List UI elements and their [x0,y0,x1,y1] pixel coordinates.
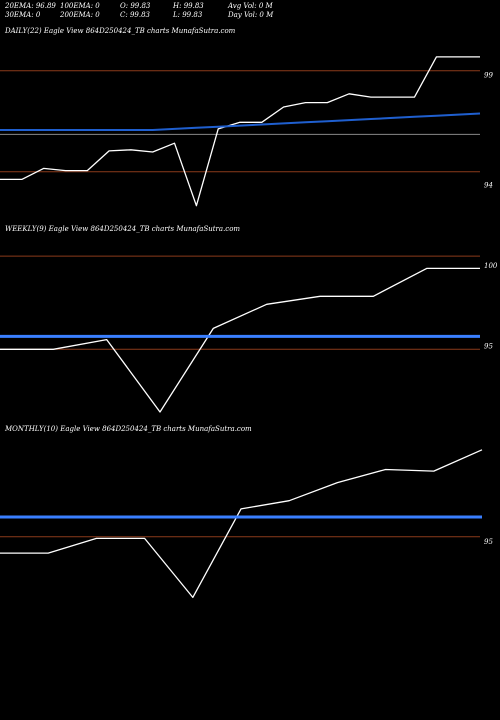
daily-ytick-1: 94 [484,181,493,189]
stat-avg-vol: Avg Vol: 0 M [228,2,273,10]
stat-close: C: 99.83 [120,11,150,19]
weekly-ytick-0: 100 [484,262,498,270]
stat-ema100: 100EMA: 0 [60,2,100,10]
daily-panel-title: DAILY(22) Eagle View 864D250424_TB chart… [5,27,236,35]
monthly-ytick-0: 95 [484,538,493,546]
daily-ema-line [0,112,481,131]
stat-high: H: 99.83 [173,2,204,10]
stat-open: O: 99.83 [120,2,151,10]
weekly-panel-title: WEEKLY(9) Eagle View 864D250424_TB chart… [5,225,241,233]
stat-ema30: 30EMA: 0 [5,11,41,19]
daily-ytick-0: 99 [484,72,493,80]
monthly-price-line [0,449,483,599]
daily-price-line [0,56,480,207]
weekly-ytick-1: 95 [484,343,493,351]
stat-low: L: 99.83 [173,11,203,19]
stat-ema200: 200EMA: 0 [60,11,100,19]
stat-ema20: 20EMA: 96.89 [5,2,56,10]
stat-day-vol: Day Vol: 0 M [228,11,274,19]
monthly-panel-title: MONTHLY(10) Eagle View 864D250424_TB cha… [5,425,252,433]
weekly-price-line [0,267,480,413]
